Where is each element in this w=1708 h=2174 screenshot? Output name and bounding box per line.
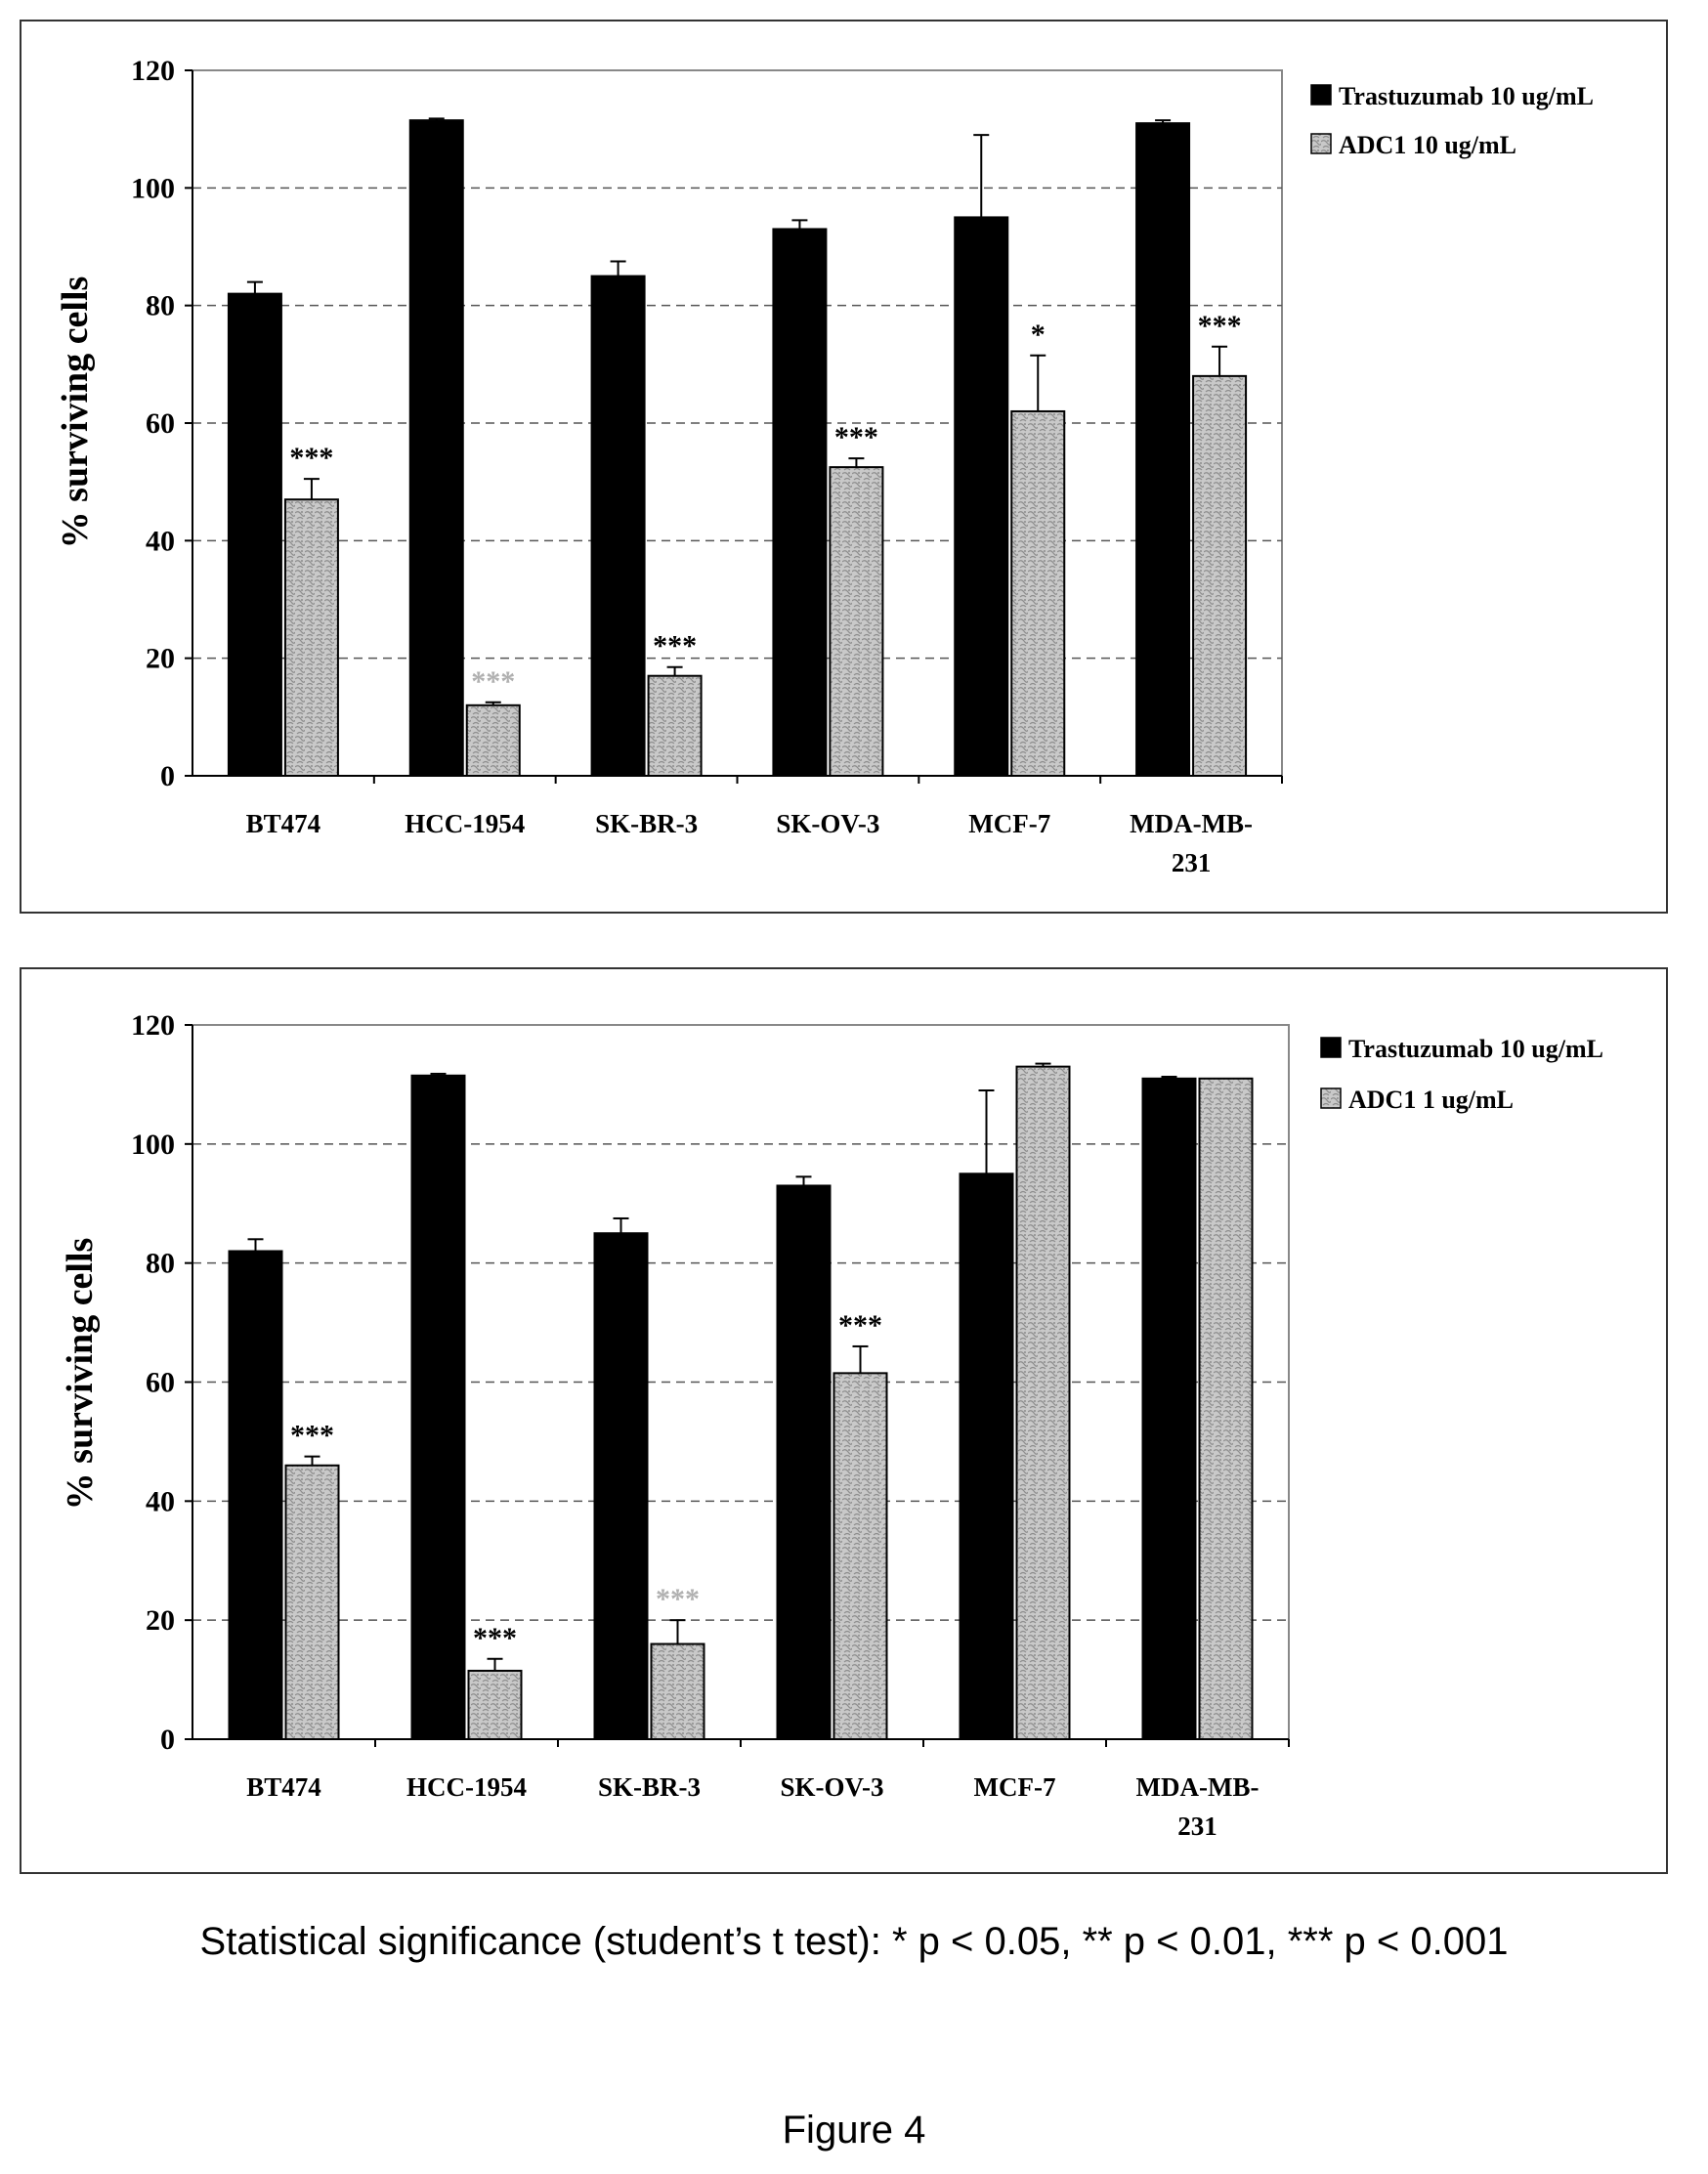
significance-marker: *** [471,665,515,698]
significance-marker: * [1031,319,1046,351]
y-tick-label: 80 [146,290,175,322]
bar-trastuzumab [590,275,646,777]
bar-adc1 [283,498,339,777]
x-tick-label: MCF-7 [974,1772,1056,1802]
significance-marker: *** [834,421,878,453]
x-tick-label: SK-OV-3 [781,1772,884,1802]
y-axis-label: % surviving cells [60,1238,101,1511]
y-tick-label: 80 [146,1248,175,1280]
legend-swatch [1310,84,1332,106]
y-tick-label: 60 [146,1367,175,1399]
y-tick-label: 100 [131,172,175,204]
bar-adc1 [1015,1065,1071,1741]
bar-trastuzumab [959,1172,1014,1740]
significance-marker: *** [838,1309,882,1342]
legend-swatch [1310,133,1332,154]
bar-adc1 [650,1642,705,1740]
x-tick-label: HCC-1954 [406,1772,527,1802]
y-tick-label: 20 [146,643,175,675]
statistical-significance-note: Statistical significance (student’s t te… [199,1920,1509,1963]
legend-label: ADC1 1 ug/mL [1348,1086,1514,1114]
significance-marker: *** [473,1622,517,1654]
y-tick-label: 120 [131,1009,175,1042]
bar-adc1 [833,1372,888,1740]
legend-swatch [1320,1037,1342,1058]
x-tick-label: BT474 [246,1772,321,1802]
bar-adc1 [284,1464,340,1740]
bar-trastuzumab [408,119,464,778]
y-tick-label: 0 [160,760,175,792]
legend-label: Trastuzumab 10 ug/mL [1348,1035,1603,1063]
x-tick-label: SK-BR-3 [598,1772,701,1802]
y-tick-label: 60 [146,407,175,440]
x-tick-label: HCC-1954 [405,809,525,838]
bar-adc1 [465,703,521,777]
bar-trastuzumab [228,1250,283,1740]
significance-marker: *** [1198,310,1242,342]
chart-panel-top: 0 20 40 60 80 100 120% surviving cells BT474 ***… [20,20,1668,914]
legend-label: ADC1 10 ug/mL [1339,131,1516,159]
figure-label: Figure 4 [782,2109,926,2152]
x-tick-label: MCF-7 [968,809,1050,838]
x-tick-label: MDA-MB-231 [1136,1772,1260,1841]
x-tick-label: SK-BR-3 [595,809,698,838]
y-tick-label: 20 [146,1604,175,1637]
y-tick-label: 0 [160,1724,175,1756]
bar-adc1 [1192,374,1248,777]
y-tick-label: 120 [131,55,175,87]
bar-trastuzumab [776,1184,832,1741]
significance-marker: *** [290,1420,334,1452]
bar-adc1 [467,1669,523,1741]
bar-adc1 [647,674,703,778]
y-tick-label: 100 [131,1129,175,1161]
bar-trastuzumab [1141,1077,1197,1740]
x-tick-label: BT474 [246,809,321,838]
bar-trastuzumab [772,228,828,777]
bar-trastuzumab [227,292,282,777]
bar-adc1 [829,466,884,777]
y-tick-label: 40 [146,1485,175,1517]
x-tick-label: SK-OV-3 [776,809,879,838]
bar-trastuzumab [1135,122,1191,777]
y-axis-label: % surviving cells [55,277,96,549]
bar-trastuzumab [954,216,1009,777]
bar-trastuzumab [593,1232,649,1741]
legend-label: Trastuzumab 10 ug/mL [1339,82,1594,110]
legend-swatch [1320,1087,1342,1109]
bar-adc1 [1010,409,1066,777]
bar-adc1 [1198,1077,1254,1740]
bar-chart-bottom: 0 20 40 60 80 100 120 % surviving cells BT474 ***… [60,1009,1603,1841]
significance-marker: *** [656,1583,700,1615]
significance-marker: *** [289,442,333,474]
chart-panel-bottom: 0 20 40 60 80 100 120 % surviving cells BT474 ***… [20,967,1668,1874]
significance-marker: *** [653,630,697,662]
y-tick-label: 40 [146,525,175,557]
x-tick-label: MDA-MB-231 [1130,809,1253,877]
bar-trastuzumab [410,1074,466,1740]
